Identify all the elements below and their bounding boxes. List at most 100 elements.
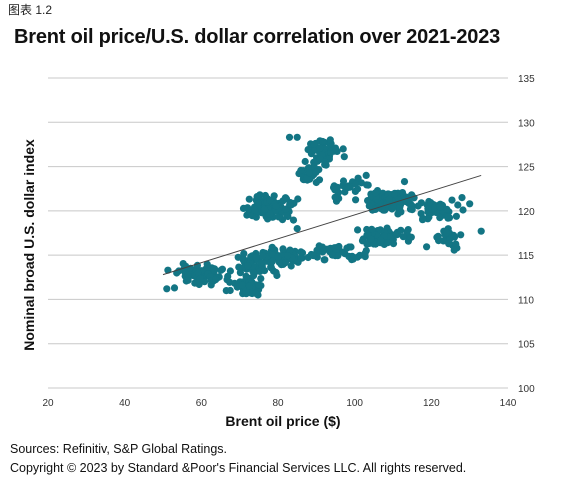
data-point	[427, 199, 435, 207]
data-point	[268, 257, 276, 265]
data-point	[377, 236, 385, 244]
figure-label: 图表 1.2	[8, 3, 53, 17]
data-point	[312, 178, 320, 187]
data-point	[226, 267, 234, 275]
y-tick-label: 100	[518, 384, 535, 395]
y-tick-label: 110	[518, 295, 534, 306]
chart-title: Brent oil price/U.S. dollar correlation …	[14, 26, 501, 48]
data-point	[281, 259, 289, 267]
data-point	[354, 226, 362, 234]
y-axis-title: Nominal broad U.S. dollar index	[21, 139, 37, 351]
y-tick-label: 120	[518, 207, 535, 218]
x-tick-label: 100	[346, 398, 363, 409]
data-point	[371, 189, 380, 197]
data-point	[293, 133, 301, 141]
data-point	[457, 231, 465, 239]
data-point	[261, 205, 269, 214]
data-point	[275, 258, 283, 266]
data-point	[339, 177, 348, 185]
data-point	[417, 199, 425, 207]
data-point	[252, 254, 260, 262]
data-point	[459, 206, 467, 214]
data-point	[331, 193, 339, 201]
data-point	[255, 281, 263, 289]
data-point	[313, 246, 321, 254]
data-point	[286, 246, 294, 254]
data-point	[310, 140, 318, 149]
data-point	[282, 195, 291, 203]
data-point	[170, 284, 179, 292]
x-tick-label: 60	[196, 398, 208, 409]
data-point	[309, 252, 317, 260]
data-point	[400, 178, 409, 186]
data-point	[335, 242, 343, 251]
data-point	[477, 227, 485, 235]
data-point	[245, 282, 254, 290]
data-point	[224, 272, 232, 280]
data-point	[251, 206, 259, 214]
data-point	[244, 262, 252, 270]
data-point	[423, 243, 431, 251]
data-point	[321, 256, 329, 264]
data-point	[297, 254, 305, 262]
data-point	[385, 195, 393, 203]
data-point	[184, 276, 192, 284]
y-tick-label: 135	[518, 74, 535, 85]
data-point	[258, 252, 267, 260]
y-tick-label: 125	[518, 163, 535, 174]
data-point	[419, 216, 427, 224]
data-point	[448, 196, 456, 204]
data-point	[339, 145, 347, 153]
data-point	[316, 144, 324, 152]
data-point	[217, 266, 225, 274]
data-point	[244, 205, 252, 213]
data-point	[334, 252, 342, 260]
data-point	[408, 206, 416, 214]
x-tick-label: 80	[272, 398, 284, 409]
x-axis-ticks: 20 40 60 80 100 120 140	[42, 398, 516, 409]
data-point	[196, 274, 204, 283]
copyright-note: Copyright © 2023 by Standard &Poor's Fin…	[10, 461, 467, 475]
data-point	[319, 137, 327, 146]
x-axis-title: Brent oil price ($)	[225, 413, 340, 429]
data-point	[354, 174, 362, 182]
data-point	[319, 248, 327, 256]
data-point	[301, 157, 309, 166]
data-point	[431, 204, 439, 212]
data-point	[289, 216, 298, 224]
data-point	[222, 287, 230, 295]
trendline	[162, 174, 482, 276]
y-tick-label: 115	[518, 251, 534, 262]
data-point	[354, 185, 362, 193]
data-point	[285, 133, 294, 141]
data-point	[312, 168, 320, 176]
data-point	[327, 149, 335, 157]
data-point	[328, 251, 336, 259]
data-point	[305, 164, 313, 172]
x-tick-label: 140	[500, 398, 517, 409]
data-point	[212, 276, 220, 284]
data-point	[364, 230, 372, 238]
data-point	[272, 268, 280, 277]
data-point	[367, 235, 375, 243]
data-point	[452, 240, 460, 248]
data-point	[272, 202, 280, 210]
data-point	[238, 281, 246, 289]
data-point	[436, 203, 444, 211]
data-point	[297, 166, 305, 175]
data-point	[403, 228, 411, 236]
data-point	[260, 267, 269, 275]
data-point	[352, 196, 360, 204]
data-point	[279, 245, 287, 253]
sources-note: Sources: Refinitiv, S&P Global Ratings.	[10, 442, 227, 456]
data-point	[287, 262, 295, 270]
data-point	[390, 190, 398, 198]
data-point	[253, 193, 261, 201]
data-point	[163, 285, 171, 293]
x-tick-label: 120	[423, 398, 440, 409]
data-point	[294, 195, 302, 203]
data-point	[245, 195, 253, 203]
data-point	[363, 181, 371, 189]
data-point	[361, 249, 369, 257]
data-point	[194, 269, 202, 277]
